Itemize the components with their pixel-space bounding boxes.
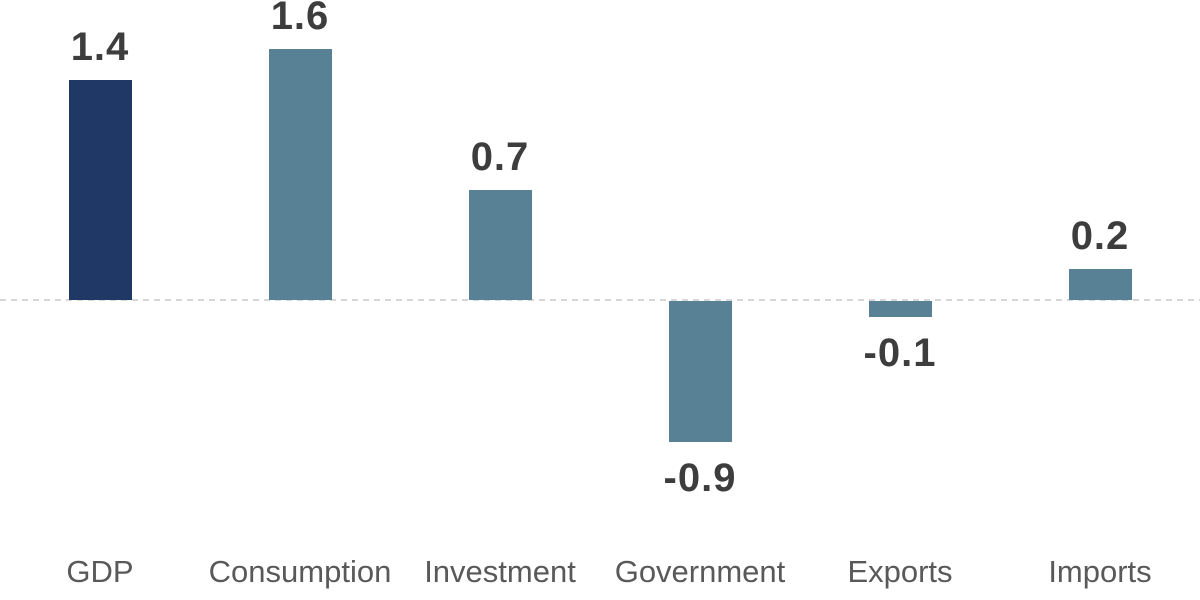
value-label-exports: -0.1 (863, 330, 937, 375)
bar-gdp (68, 80, 132, 300)
zero-axis-line (0, 299, 1200, 301)
value-label-government: -0.9 (663, 456, 737, 501)
category-label-consumption: Consumption (208, 554, 392, 589)
bar-government (668, 301, 732, 443)
value-label-consumption: 1.6 (270, 0, 330, 38)
bar-investment (468, 190, 532, 300)
category-label-exports: Exports (847, 554, 953, 589)
value-label-investment: 0.7 (470, 135, 530, 180)
category-label-imports: Imports (1048, 554, 1152, 589)
value-label-imports: 0.2 (1070, 213, 1130, 258)
bar-imports (1068, 268, 1132, 300)
bar-exports (868, 301, 932, 317)
value-label-gdp: 1.4 (70, 25, 130, 70)
category-label-investment: Investment (424, 554, 576, 589)
category-label-gdp: GDP (66, 554, 134, 589)
category-label-government: Government (614, 554, 786, 589)
bar-consumption (268, 48, 332, 300)
